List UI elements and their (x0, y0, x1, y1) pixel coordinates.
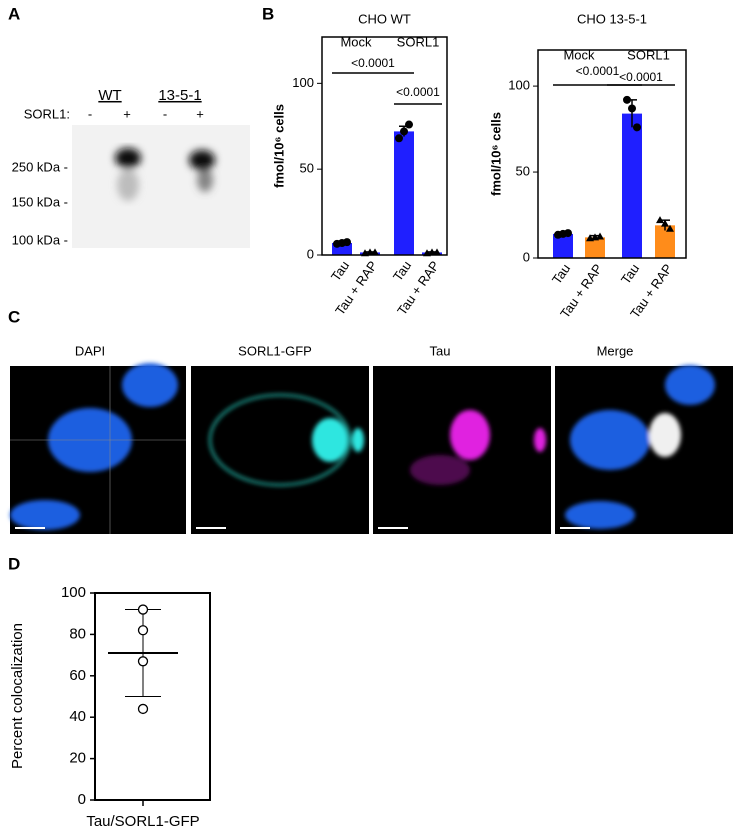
axis-box (321, 36, 448, 256)
y-axis-label: Percent colocalization (9, 623, 26, 769)
y-tick-label: 0 (523, 249, 530, 264)
y-axis-label: fmol/10⁶ cells (488, 112, 503, 196)
panel-label: D (8, 554, 20, 573)
data-point (628, 104, 636, 113)
data-point (623, 95, 631, 104)
data-point (405, 120, 413, 129)
y-tick-label: 100 (508, 78, 530, 93)
micrograph (10, 363, 186, 534)
lane-sign: + (123, 106, 131, 121)
data-point (633, 123, 641, 132)
x-tick-label: Tau/SORL1-GFP (86, 813, 199, 830)
y-tick-label: 40 (69, 708, 86, 725)
y-tick-label: 50 (300, 161, 314, 176)
x-tick-label: Tau (390, 258, 414, 284)
panel-label: B (262, 4, 274, 23)
axis-box (537, 49, 687, 259)
mw-marker: 100 kDa - (12, 232, 68, 247)
data-point (433, 248, 441, 256)
group-label: SORL1 (397, 34, 440, 49)
y-tick-label: 100 (292, 75, 314, 90)
y-tick-label: 80 (69, 625, 86, 642)
lane-sign: - (163, 106, 167, 121)
x-tick-label: Tau (549, 261, 573, 287)
significance-label: <0.0001 (576, 64, 620, 78)
micrograph-title: Merge (597, 343, 634, 358)
row-label: SORL1: (24, 106, 70, 121)
bar (394, 131, 414, 255)
lane-sign: - (88, 106, 92, 121)
data-point (400, 127, 408, 136)
data-point (371, 248, 379, 256)
group-label: SORL1 (627, 47, 670, 62)
y-tick-label: 0 (307, 246, 314, 261)
y-axis-label: fmol/10⁶ cells (271, 104, 286, 188)
significance-label: <0.0001 (619, 70, 663, 84)
y-tick-label: 100 (61, 584, 86, 601)
micrograph-title: DAPI (75, 343, 105, 358)
data-point (137, 604, 149, 615)
panel-label: A (8, 4, 20, 23)
x-tick-label: Tau (328, 258, 352, 284)
micrograph (373, 366, 551, 534)
panel-label: C (8, 307, 20, 326)
micrograph (555, 365, 733, 534)
data-point (343, 238, 351, 247)
y-tick-label: 60 (69, 667, 86, 684)
y-tick-label: 50 (516, 163, 530, 178)
data-point (564, 229, 572, 238)
micrograph (191, 366, 369, 534)
group-label: Mock (563, 47, 595, 62)
group-label: Mock (340, 34, 372, 49)
x-tick-label: Tau (618, 261, 642, 287)
mw-marker: 250 kDa - (12, 159, 68, 174)
axis-box (94, 592, 211, 801)
bar (655, 225, 675, 258)
data-point (137, 625, 149, 636)
data-point (395, 134, 403, 143)
data-point (661, 219, 669, 227)
blot-image (72, 125, 250, 248)
data-point (666, 224, 674, 232)
chart-title: CHO WT (358, 11, 411, 26)
bar (585, 237, 605, 258)
data-point (137, 656, 149, 667)
data-point (596, 232, 604, 240)
lane-group: 13-5-1 (158, 87, 201, 104)
lane-group: WT (98, 87, 121, 104)
chart-title: CHO 13-5-1 (577, 11, 647, 26)
y-tick-label: 20 (69, 750, 86, 767)
significance-label: <0.0001 (351, 56, 395, 70)
y-tick-label: 0 (78, 791, 86, 808)
lane-sign: + (196, 106, 204, 121)
data-point (656, 216, 664, 224)
mw-marker: 150 kDa - (12, 194, 68, 209)
significance-label: <0.0001 (396, 85, 440, 99)
micrograph-title: SORL1-GFP (238, 343, 312, 358)
bar (622, 113, 642, 258)
micrograph-title: Tau (430, 343, 451, 358)
blot-bands (115, 148, 215, 201)
data-point (137, 703, 149, 715)
bar (553, 233, 573, 258)
